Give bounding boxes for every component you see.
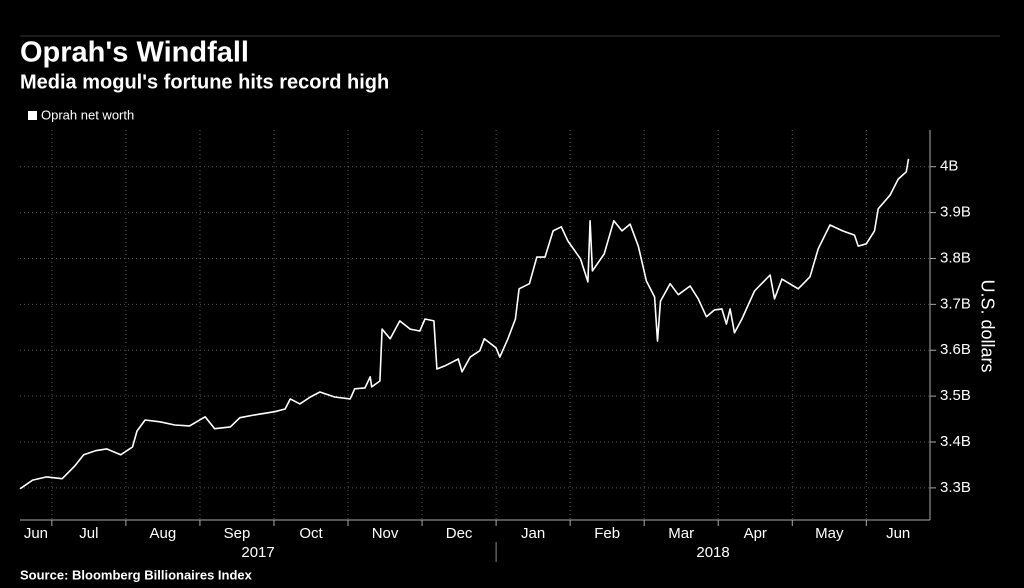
y-tick-label: 3.6B	[940, 341, 971, 358]
x-tick-label: May	[815, 525, 844, 542]
y-tick-label: 3.3B	[940, 479, 971, 496]
x-tick-label: Sep	[224, 525, 251, 542]
x-tick-label: Mar	[668, 525, 694, 542]
y-tick-label: 3.7B	[940, 295, 971, 312]
x-tick-label: Aug	[150, 525, 177, 542]
y-tick-label: 4B	[940, 158, 958, 175]
year-label: 2017	[241, 544, 274, 561]
x-tick-label: Nov	[372, 525, 399, 542]
line-series	[19, 158, 910, 490]
legend-swatch	[28, 111, 37, 120]
source: Source: Bloomberg Billionaires Index	[20, 567, 253, 582]
chart-subtitle: Media mogul's fortune hits record high	[20, 71, 389, 93]
x-tick-label: Jan	[521, 525, 545, 542]
y-tick-label: 3.4B	[940, 433, 971, 450]
x-tick-label: Jun	[24, 525, 48, 542]
legend-label: Oprah net worth	[41, 107, 134, 122]
x-tick-label: Jun	[886, 525, 910, 542]
x-tick-label: Oct	[299, 525, 323, 542]
x-tick-label: Feb	[594, 525, 620, 542]
x-tick-label: Dec	[446, 525, 473, 542]
chart-title: Oprah's Windfall	[20, 37, 249, 69]
y-tick-label: 3.9B	[940, 204, 971, 221]
y-tick-label: 3.8B	[940, 249, 971, 266]
year-label: 2018	[696, 544, 729, 561]
y-axis-title: U.S. dollars	[977, 279, 997, 372]
x-tick-label: Jul	[79, 525, 98, 542]
x-tick-label: Apr	[744, 525, 767, 542]
y-tick-label: 3.5B	[940, 387, 971, 404]
